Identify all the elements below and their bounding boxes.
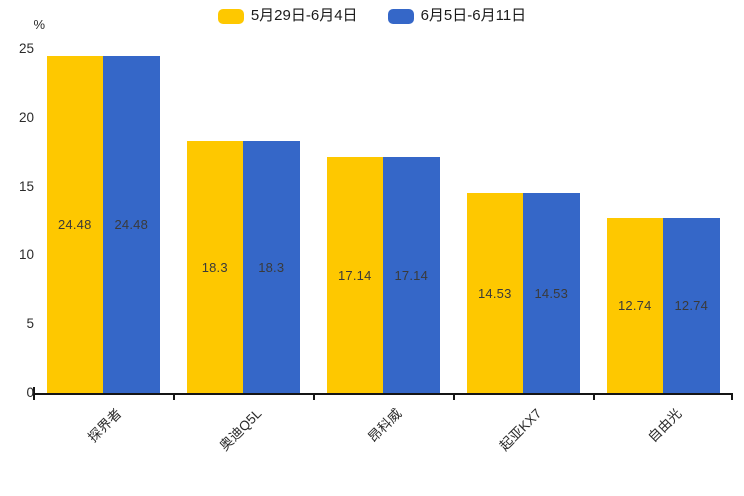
bar-value-label: 17.14 [337, 267, 372, 283]
x-axis-label-奥迪Q5L: 奥迪Q5L [216, 405, 265, 454]
x-axis-tick [173, 393, 175, 400]
bar-value-label: 18.3 [258, 259, 285, 275]
x-axis-label-起亚KX7: 起亚KX7 [496, 405, 545, 454]
x-axis-tick [313, 393, 315, 400]
bar-series1-自由光: 12.74 [606, 217, 663, 393]
x-axis-label-昂科威: 昂科威 [365, 405, 405, 446]
x-axis-tick [453, 393, 455, 400]
bar-series1-起亚KX7: 14.53 [466, 193, 523, 393]
legend-label-series1: 5月29日-6月4日 [250, 7, 358, 24]
x-axis-label-探界者: 探界者 [85, 405, 125, 446]
bar-value-label: 14.53 [477, 285, 512, 301]
y-axis-tick-label-5: 5 [26, 316, 34, 332]
chart-legend: 5月29日-6月4日 6月5日-6月11日 [0, 7, 744, 25]
bar-value-label: 12.74 [674, 297, 709, 313]
x-axis-tick [731, 393, 733, 400]
y-axis-unit-label: % [33, 17, 45, 32]
bar-series2-探界者: 24.48 [103, 56, 160, 393]
y-axis-tick-label-15: 15 [18, 178, 34, 194]
legend-swatch-yellow-icon [217, 8, 244, 24]
bar-value-label: 24.48 [114, 217, 149, 233]
bar-series1-昂科威: 17.14 [326, 157, 383, 393]
y-axis-tick-label-0: 0 [26, 385, 34, 400]
y-axis-stub [33, 387, 35, 393]
legend-swatch-blue-icon [387, 8, 414, 24]
bar-series2-奥迪Q5L: 18.3 [243, 141, 300, 393]
x-axis-tick [33, 393, 35, 400]
bar-series2-自由光: 12.74 [663, 217, 720, 393]
y-axis-tick-label-10: 10 [18, 247, 34, 263]
bar-value-label: 12.74 [617, 297, 652, 313]
legend-label-series2: 6月5日-6月11日 [420, 7, 527, 24]
x-axis-label-自由光: 自由光 [645, 405, 685, 446]
bar-value-label: 18.3 [201, 259, 228, 275]
legend-item-series2: 6月5日-6月11日 [387, 7, 527, 25]
y-axis-tick-label-25: 25 [18, 41, 34, 56]
bar-series2-起亚KX7: 14.53 [523, 193, 580, 393]
bar-value-label: 14.53 [534, 285, 569, 301]
bar-value-label: 24.48 [57, 217, 92, 233]
x-axis-tick [593, 393, 595, 400]
plot-area: 24.48 24.48 18.3 18.3 17.14 17.14 14.53 14.53 12… [33, 49, 733, 400]
legend-item-series1: 5月29日-6月4日 [217, 7, 358, 25]
bar-series1-探界者: 24.48 [46, 56, 103, 393]
y-axis-tick-label-20: 20 [18, 109, 34, 125]
bar-series1-奥迪Q5L: 18.3 [186, 141, 243, 393]
bar-value-label: 17.14 [394, 267, 429, 283]
bar-series2-昂科威: 17.14 [383, 157, 440, 393]
